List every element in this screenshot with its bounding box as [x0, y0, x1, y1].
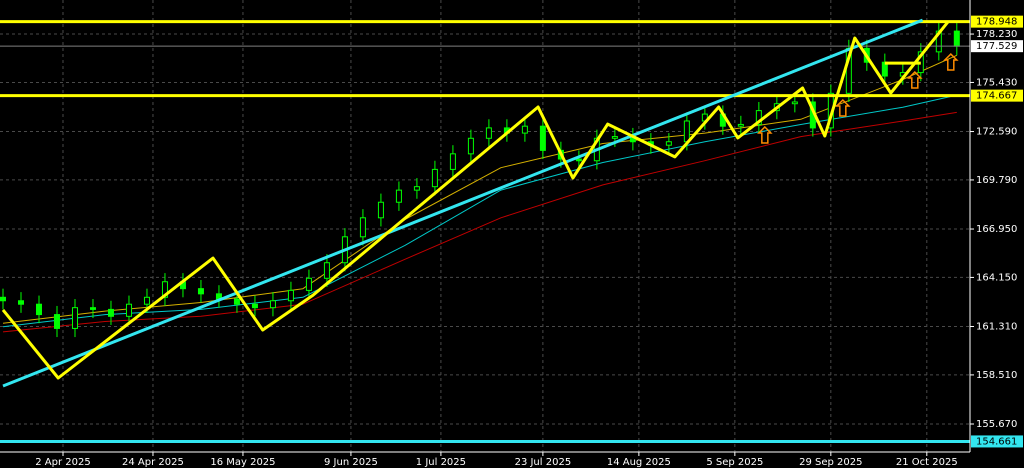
candle-body: [485, 127, 492, 139]
trend-line: [1, 21, 949, 380]
y-tick-label: 164.150: [976, 272, 1017, 283]
x-tick-label: 16 May 2025: [210, 457, 275, 468]
candle-body: [737, 123, 744, 127]
candle-body: [71, 307, 78, 329]
signal-arrow: [907, 70, 923, 89]
signal-arrow: [757, 125, 773, 144]
x-tick-label: 2 Apr 2025: [35, 457, 90, 468]
y-tick-label: 158.510: [976, 370, 1017, 381]
candle-body: [449, 153, 456, 170]
y-tick-label: 161.310: [976, 322, 1017, 333]
candle-body: [269, 300, 276, 309]
candle-body: [323, 262, 330, 279]
x-tick-label: 9 Jun 2025: [324, 457, 378, 468]
candle-body: [143, 296, 150, 305]
price-label-box: [971, 15, 1023, 28]
candle-body: [53, 314, 60, 329]
candle-body: [791, 101, 798, 105]
signal-arrow: [835, 98, 851, 117]
candle-body: [233, 298, 240, 305]
candle-body: [539, 125, 546, 151]
x-tick-label: 1 Jul 2025: [416, 457, 466, 468]
price-label: 177.529: [976, 41, 1017, 52]
y-tick-label: 178.230: [976, 29, 1017, 40]
trend-line: [2, 18, 924, 388]
candle-body: [107, 308, 114, 317]
candle-body: [755, 110, 762, 125]
candle-body: [431, 168, 438, 188]
candle-body: [305, 277, 312, 291]
candle-body: [125, 303, 132, 317]
y-tick-label: 172.590: [976, 127, 1017, 138]
y-tick-label: 169.790: [976, 175, 1017, 186]
moving-average: [2, 111, 957, 333]
candle-body: [377, 201, 384, 219]
candle-body: [395, 189, 402, 203]
candle-body: [17, 300, 24, 305]
candle-body: [251, 303, 258, 309]
candle-body: [0, 296, 6, 302]
y-tick-label: 175.430: [976, 77, 1017, 88]
candle-body: [197, 288, 204, 295]
candle-body: [665, 141, 672, 146]
x-tick-label: 23 Jul 2025: [515, 457, 572, 468]
y-tick-label: 155.670: [976, 419, 1017, 430]
x-tick-label: 29 Sep 2025: [799, 457, 862, 468]
y-tick-label: 166.950: [976, 224, 1017, 235]
candle-body: [683, 120, 690, 143]
candle-body: [35, 303, 42, 316]
price-label-box: [971, 89, 1023, 102]
candle-body: [575, 158, 582, 162]
price-label-box: [971, 40, 1023, 53]
x-tick-label: 14 Aug 2025: [607, 457, 671, 468]
x-tick-label: 21 Oct 2025: [896, 457, 958, 468]
candle-body: [611, 136, 618, 139]
candle-body: [521, 125, 528, 134]
candle-body: [359, 217, 366, 238]
x-tick-label: 24 Apr 2025: [122, 457, 184, 468]
candle-body: [89, 307, 96, 310]
price-label: 178.948: [976, 17, 1017, 28]
candle-body: [467, 137, 474, 155]
price-label: 154.661: [976, 436, 1017, 447]
price-label-box: [971, 435, 1023, 448]
signal-arrow: [942, 52, 959, 71]
candle-body: [161, 281, 168, 298]
candle-body: [413, 186, 420, 191]
candle-body: [953, 30, 960, 47]
moving-average: [2, 94, 957, 328]
candle-body: [287, 289, 294, 302]
price-label: 174.667: [976, 91, 1017, 102]
x-tick-label: 5 Sep 2025: [706, 457, 763, 468]
